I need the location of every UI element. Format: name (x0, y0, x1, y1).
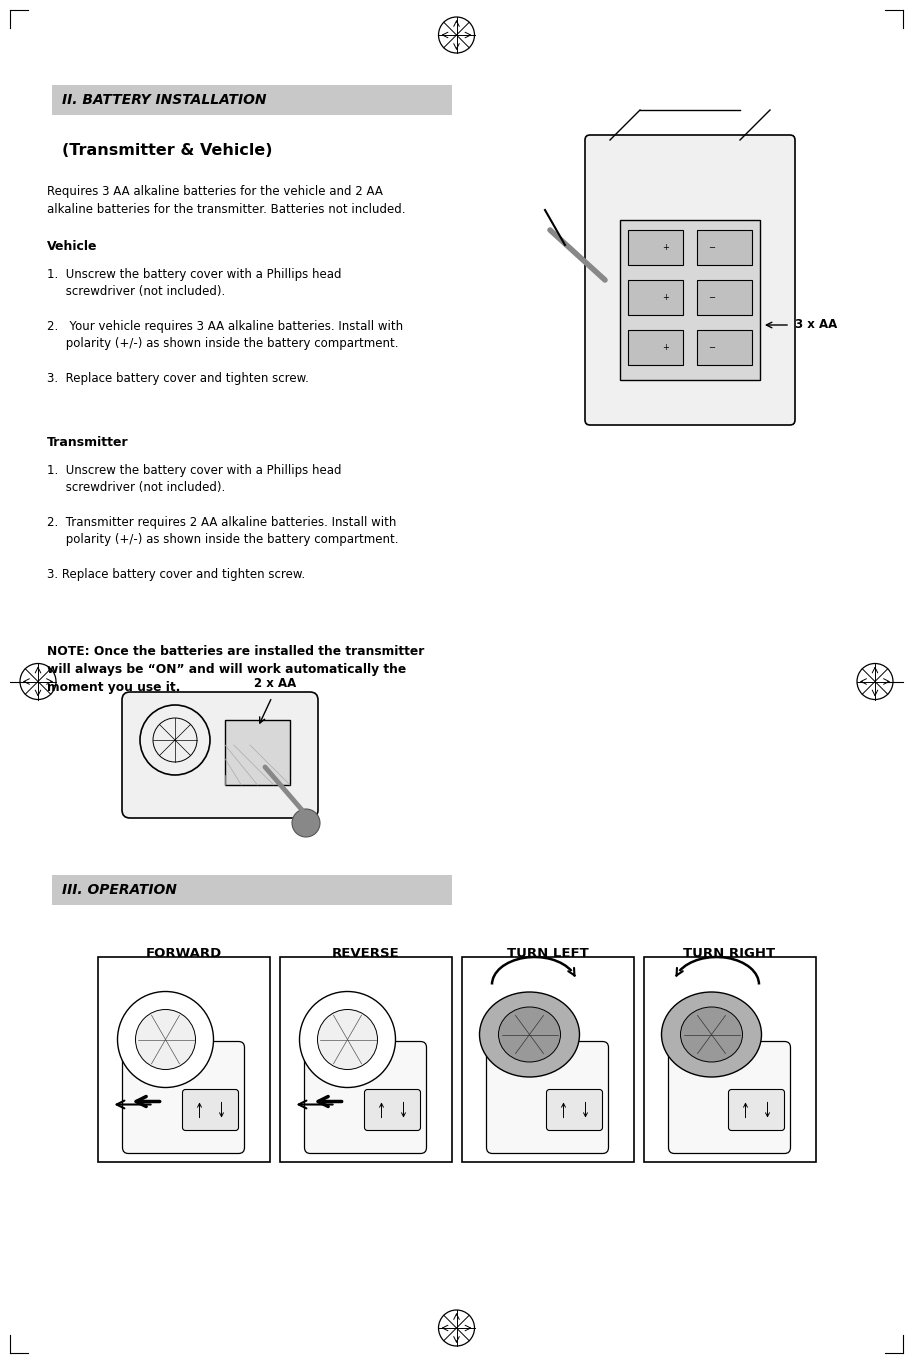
Circle shape (118, 991, 214, 1088)
Text: +: + (663, 343, 669, 352)
Text: 2 x AA: 2 x AA (254, 677, 296, 690)
FancyBboxPatch shape (487, 1041, 608, 1153)
FancyBboxPatch shape (547, 1089, 603, 1130)
FancyBboxPatch shape (668, 1041, 791, 1153)
Text: 1.  Unscrew the battery cover with a Phillips head
     screwdriver (not include: 1. Unscrew the battery cover with a Phil… (47, 269, 341, 298)
Ellipse shape (479, 992, 580, 1077)
Bar (697, 279, 752, 315)
Bar (628, 279, 683, 315)
Text: −: − (708, 243, 716, 252)
Ellipse shape (662, 992, 761, 1077)
Text: II. BATTERY INSTALLATION: II. BATTERY INSTALLATION (62, 93, 267, 108)
FancyBboxPatch shape (52, 85, 452, 114)
FancyBboxPatch shape (52, 875, 452, 905)
Circle shape (292, 810, 320, 837)
FancyBboxPatch shape (585, 135, 795, 425)
Text: +: + (663, 243, 669, 252)
Bar (697, 230, 752, 264)
FancyBboxPatch shape (225, 720, 290, 785)
FancyBboxPatch shape (183, 1089, 238, 1130)
FancyBboxPatch shape (122, 692, 318, 818)
Text: 3. Replace battery cover and tighten screw.: 3. Replace battery cover and tighten scr… (47, 568, 305, 581)
Text: FORWARD: FORWARD (145, 947, 222, 960)
Circle shape (135, 1010, 195, 1070)
Text: 1.  Unscrew the battery cover with a Phillips head
     screwdriver (not include: 1. Unscrew the battery cover with a Phil… (47, 463, 341, 493)
Text: TURN RIGHT: TURN RIGHT (684, 947, 775, 960)
FancyBboxPatch shape (305, 1041, 426, 1153)
Ellipse shape (680, 1007, 742, 1062)
FancyBboxPatch shape (620, 219, 760, 380)
FancyBboxPatch shape (461, 957, 634, 1163)
Text: 2.   Your vehicle requires 3 AA alkaline batteries. Install with
     polarity (: 2. Your vehicle requires 3 AA alkaline b… (47, 320, 404, 350)
FancyBboxPatch shape (122, 1041, 245, 1153)
Text: III. OPERATION: III. OPERATION (62, 883, 177, 897)
Bar (628, 330, 683, 365)
FancyBboxPatch shape (98, 957, 269, 1163)
Bar (628, 230, 683, 264)
Text: 2.  Transmitter requires 2 AA alkaline batteries. Install with
     polarity (+/: 2. Transmitter requires 2 AA alkaline ba… (47, 517, 398, 547)
Text: −: − (708, 293, 716, 303)
Text: 3 x AA: 3 x AA (795, 319, 837, 331)
FancyBboxPatch shape (729, 1089, 784, 1130)
FancyBboxPatch shape (279, 957, 452, 1163)
Text: Requires 3 AA alkaline batteries for the vehicle and 2 AA
alkaline batteries for: Requires 3 AA alkaline batteries for the… (47, 185, 405, 215)
Text: +: + (663, 293, 669, 303)
Text: TURN LEFT: TURN LEFT (507, 947, 588, 960)
Text: (Transmitter & Vehicle): (Transmitter & Vehicle) (62, 143, 272, 158)
Bar (697, 330, 752, 365)
FancyBboxPatch shape (644, 957, 815, 1163)
Circle shape (299, 991, 395, 1088)
Text: Vehicle: Vehicle (47, 240, 98, 254)
Text: 3.  Replace battery cover and tighten screw.: 3. Replace battery cover and tighten scr… (47, 372, 309, 384)
Ellipse shape (498, 1007, 561, 1062)
FancyBboxPatch shape (364, 1089, 421, 1130)
Text: NOTE: Once the batteries are installed the transmitter
will always be “ON” and w: NOTE: Once the batteries are installed t… (47, 645, 425, 694)
Circle shape (318, 1010, 377, 1070)
Text: REVERSE: REVERSE (331, 947, 399, 960)
Text: Transmitter: Transmitter (47, 436, 129, 448)
Text: −: − (708, 343, 716, 352)
